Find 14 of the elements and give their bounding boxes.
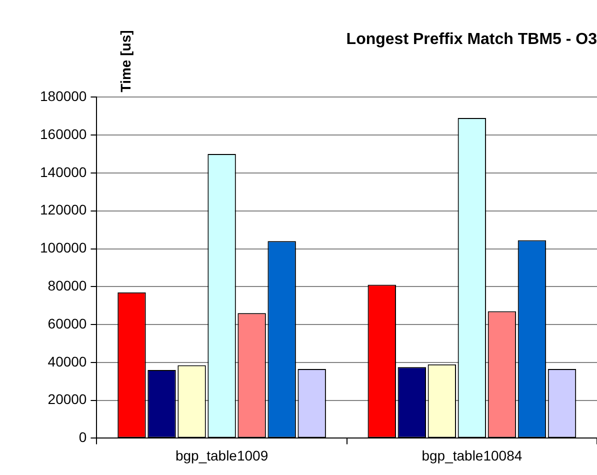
y-tick-label: 140000 [40,164,87,180]
y-tick-label: 60000 [48,315,87,332]
y-axis-title: Time [us] [118,30,134,92]
x-tick-label: bgp_table10084 [422,447,522,464]
y-tick-label: 40000 [48,353,87,370]
y-tick-label: 160000 [40,126,87,142]
y-tick-label: 80000 [48,278,87,294]
x-tick-label: bgp_table1009 [175,447,268,464]
y-tick-label: 0 [78,429,87,446]
y-tick-label: 120000 [40,202,87,218]
chart-title: Longest Preffix Match TBM5 - O3 [346,31,597,48]
y-tick-label: 100000 [40,240,87,256]
y-tick-label: 20000 [48,391,87,408]
y-tick-label: 180000 [40,88,87,104]
